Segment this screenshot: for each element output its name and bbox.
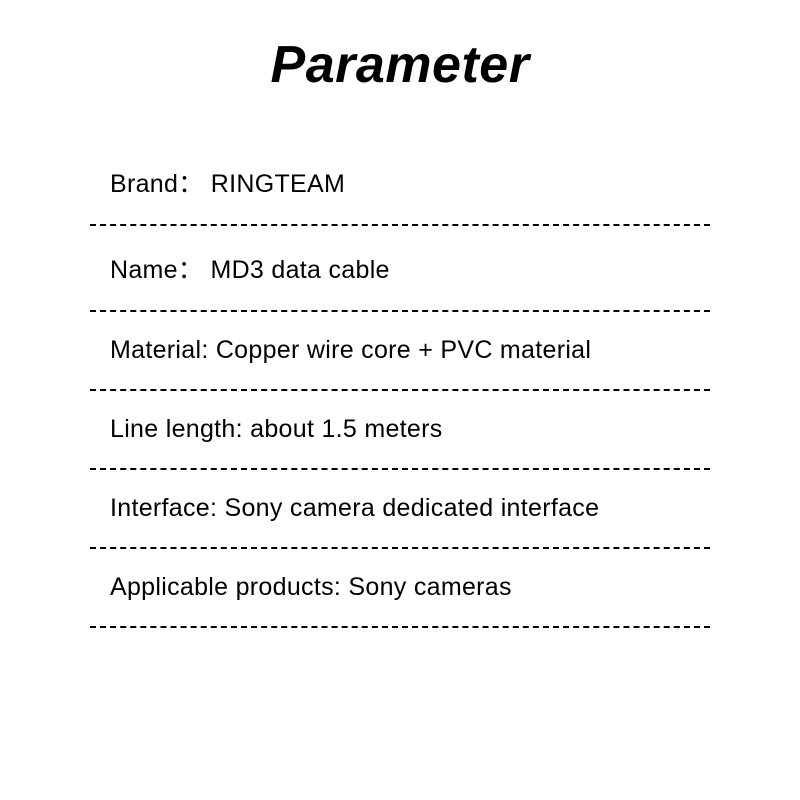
spec-row-length: Line length: about 1.5 meters — [90, 391, 710, 470]
spec-row-name: Name： MD3 data cable — [90, 226, 710, 312]
spec-label: Brand — [110, 170, 178, 198]
spec-label: Name — [110, 256, 178, 284]
spec-row-material: Material: Copper wire core + PVC materia… — [90, 312, 710, 391]
spec-row-applicable: Applicable products: Sony cameras — [90, 549, 710, 628]
spec-sep: : — [236, 415, 251, 443]
spec-row-interface: Interface: Sony camera dedicated interfa… — [90, 470, 710, 549]
spec-sep: ： — [178, 256, 203, 284]
spec-sep: ： — [178, 170, 203, 198]
spec-label: Interface — [110, 494, 210, 522]
spec-value: Sony camera dedicated interface — [224, 494, 599, 522]
page-title: Parameter — [90, 35, 710, 95]
spec-list: Brand： RINGTEAM Name： MD3 data cable Mat… — [90, 140, 710, 628]
spec-value: Sony cameras — [348, 573, 511, 601]
spec-sep: : — [334, 573, 349, 601]
spec-label: Applicable products — [110, 573, 334, 601]
spec-label: Line length — [110, 415, 236, 443]
spec-value: RINGTEAM — [211, 170, 345, 198]
spec-sep: : — [210, 494, 225, 522]
spec-value: Copper wire core + PVC material — [216, 336, 591, 364]
spec-sep: : — [201, 336, 216, 364]
spec-value: about 1.5 meters — [250, 415, 442, 443]
spec-row-brand: Brand： RINGTEAM — [90, 140, 710, 226]
parameter-container: Parameter Brand： RINGTEAM Name： MD3 data… — [0, 0, 800, 800]
spec-value: MD3 data cable — [210, 256, 389, 284]
spec-label: Material — [110, 336, 201, 364]
